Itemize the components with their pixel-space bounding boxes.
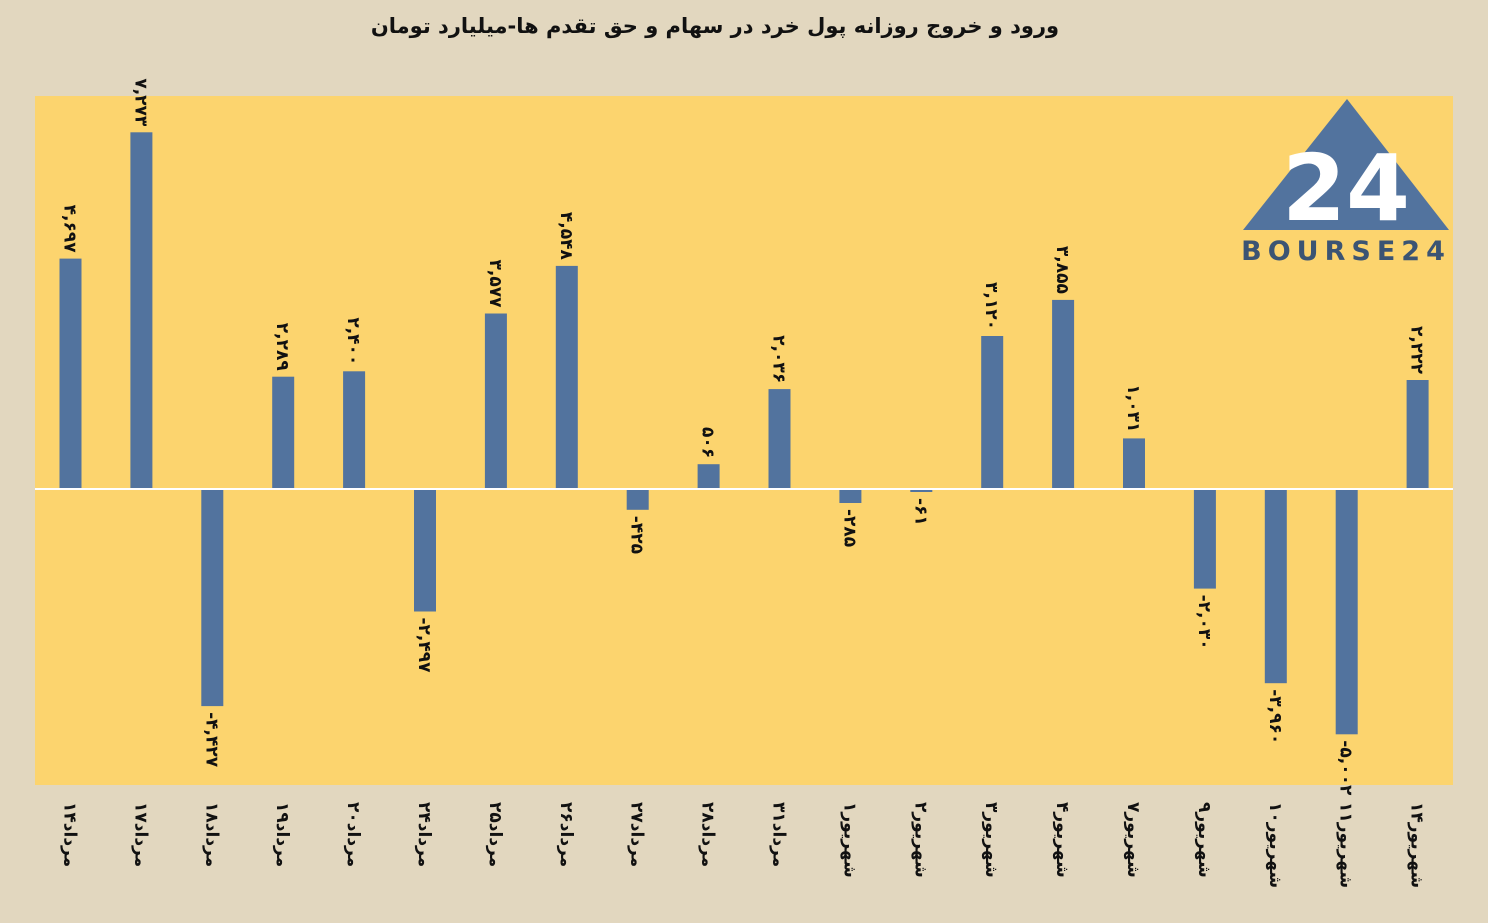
category-label: ۲۵مرداد	[485, 802, 505, 867]
category-label: ۱۱شهریور	[1336, 802, 1356, 888]
data-label: ۲,۰۳۶	[769, 335, 789, 383]
logo-triangle-icon	[1243, 99, 1449, 230]
data-label: ۱,۰۳۱	[1123, 384, 1143, 432]
data-label: ۳,۵۷۷	[485, 260, 505, 309]
bar	[1406, 380, 1429, 489]
category-labels-group: ۱۴مرداد ۱۷مرداد ۱۸مرداد ۱۹مرداد ۲۰مرداد ۲۴مرد…	[60, 802, 1427, 888]
bar	[1193, 489, 1216, 589]
data-label: -۳,۹۶۰	[1265, 689, 1285, 744]
data-label: ۲,۴۰۰	[343, 317, 363, 365]
data-label: -۶۱	[910, 498, 930, 526]
data-label: -۵,۰۰۲	[1336, 740, 1356, 796]
bar	[59, 258, 82, 489]
bar	[201, 489, 224, 707]
category-label: ۲۷مرداد	[627, 802, 647, 867]
category-label: ۹شهریور	[1194, 802, 1214, 878]
data-label: ۲,۲۸۹	[272, 323, 292, 372]
category-label: ۱۹مرداد	[272, 802, 292, 867]
bar	[1264, 489, 1287, 684]
data-label: ۴,۵۴۸	[556, 212, 576, 261]
category-label: ۱۸مرداد	[201, 802, 221, 867]
bar	[1123, 438, 1145, 489]
data-label: ۴,۶۹۷	[60, 205, 80, 254]
bar	[484, 313, 507, 489]
logo-text: BOURSE24	[1241, 236, 1451, 267]
data-label: ۳,۱۲۰	[981, 282, 1001, 330]
data-label: -۲,۰۳۰	[1194, 595, 1214, 650]
category-label: ۱شهریور	[839, 802, 859, 878]
bar	[768, 389, 791, 489]
chart-title: ورود و خروج روزانه پول خرد در سهام و حق …	[370, 14, 1060, 38]
bourse24-logo: 24 BOURSE24	[1241, 99, 1451, 267]
category-label: ۳شهریور	[981, 802, 1001, 878]
bar	[1335, 489, 1358, 735]
category-label: ۲۰مرداد	[343, 802, 363, 867]
category-label: ۳۱مرداد	[769, 802, 789, 867]
data-label: ۷,۲۷۳	[130, 78, 150, 127]
category-label: ۲شهریور	[910, 802, 930, 878]
data-label: -۴۲۵	[627, 516, 647, 554]
bar	[414, 489, 436, 612]
bar	[555, 265, 578, 489]
bar	[626, 489, 649, 510]
bars-group	[59, 132, 1429, 735]
category-label: ۱۰شهریور	[1265, 802, 1285, 888]
logo-mark: 24	[1282, 135, 1410, 242]
category-label: ۲۶مرداد	[556, 802, 576, 867]
bar	[1052, 299, 1075, 489]
category-label: ۴شهریور	[1052, 802, 1072, 878]
data-label: -۲,۴۹۷	[414, 618, 434, 674]
data-label: ۵۰۶	[698, 427, 718, 458]
plot-area	[35, 96, 1453, 785]
data-label: -۴,۴۲۷	[201, 712, 221, 768]
bar	[343, 371, 366, 489]
bar	[130, 132, 153, 490]
bar	[697, 464, 720, 489]
category-label: ۱۷مرداد	[130, 802, 150, 867]
data-label: ۲,۲۲۲	[1407, 326, 1427, 375]
data-label: -۲۸۵	[839, 509, 859, 547]
category-label: ۱۴مرداد	[60, 802, 80, 867]
data-label: ۳,۸۵۵	[1052, 246, 1072, 294]
bar	[839, 489, 862, 503]
category-label: ۲۸مرداد	[698, 802, 718, 867]
category-label: ۱۴شهریور	[1407, 802, 1427, 888]
category-label: ۷شهریور	[1123, 802, 1143, 878]
bar	[910, 489, 933, 492]
bar	[981, 336, 1004, 489]
bar	[272, 376, 295, 489]
category-label: ۲۴مرداد	[414, 802, 434, 867]
value-labels-group: ۴,۶۹۷ ۷,۲۷۳ -۴,۴۲۷ ۲,۲۸۹ ۲,۴۰۰ -۲,۴۹۷ ۳,۵۷۷ ۴,۵…	[60, 78, 1427, 796]
